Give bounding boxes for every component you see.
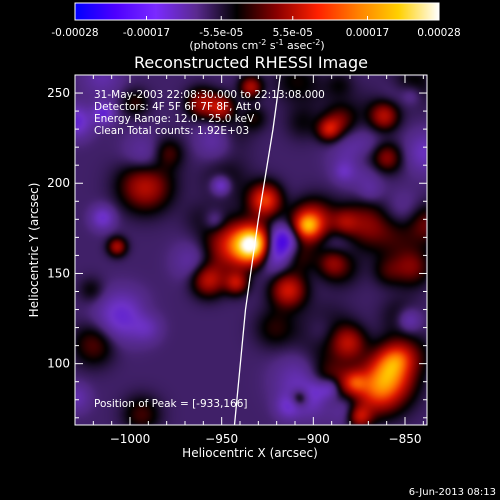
annotation-time-range: 31-May-2003 22:08:30.000 to 22:13:08.000 xyxy=(94,89,325,101)
x-tick-label: −1000 xyxy=(110,432,151,446)
axis-ticks: −1000 −950 −900 −850 100 150 200 250 xyxy=(47,74,427,446)
annotation-peak-position: Position of Peak = [-933,166] xyxy=(94,398,248,410)
annotation-detectors: Detectors: 4F 5F 6F 7F 8F, Att 0 xyxy=(94,101,261,113)
colorbar-tick-label: -0.00028 xyxy=(51,27,98,39)
colorbar-ticks: -0.00028 -0.00017 -5.5e-05 5.5e-05 0.00017 0.… xyxy=(51,16,461,39)
y-tick-label: 250 xyxy=(47,86,70,100)
x-tick-label: −950 xyxy=(205,432,238,446)
colorbar-tick-label: 5.5e-05 xyxy=(273,27,313,39)
annotation-energy-range: Energy Range: 12.0 - 25.0 keV xyxy=(94,113,255,125)
colorbar-tick-label: 0.00028 xyxy=(417,27,460,39)
y-tick-label: 200 xyxy=(47,176,70,190)
heatmap-image xyxy=(75,75,427,425)
solar-limb-line xyxy=(233,75,281,425)
y-tick-label: 100 xyxy=(47,357,70,371)
annotation-clean-counts: Clean Total counts: 1.92E+03 xyxy=(94,125,249,137)
plot-frame xyxy=(74,74,428,426)
colorbar-gradient xyxy=(74,2,440,21)
colorbar-tick-label: -0.00017 xyxy=(123,27,170,39)
chart-title: Reconstructed RHESSI Image xyxy=(134,53,368,72)
x-tick-label: −850 xyxy=(389,432,422,446)
footer-date: 6-Jun-2013 08:13 xyxy=(409,487,496,498)
colorbar: -0.00028 -0.00017 -5.5e-05 5.5e-05 0.00017 0.… xyxy=(51,2,461,52)
x-axis-label: Heliocentric X (arcsec) xyxy=(182,446,318,460)
annotation-block: 31-May-2003 22:08:30.000 to 22:13:08.000… xyxy=(94,89,325,410)
colorbar-tick-label: 0.00017 xyxy=(346,27,389,39)
y-axis-label: Heliocentric Y (arcsec) xyxy=(27,183,41,318)
x-tick-label: −900 xyxy=(297,432,330,446)
colorbar-units-label: (photons cm-2 s-1 asec-2) xyxy=(189,38,324,52)
y-tick-label: 150 xyxy=(47,266,70,280)
colorbar-tick-label: -5.5e-05 xyxy=(199,27,243,39)
